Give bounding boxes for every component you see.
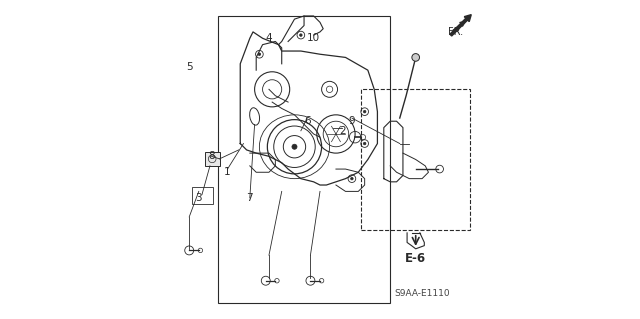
Circle shape bbox=[364, 110, 366, 113]
Text: 3: 3 bbox=[195, 193, 202, 203]
Circle shape bbox=[292, 144, 297, 149]
Circle shape bbox=[351, 177, 353, 180]
Text: 1: 1 bbox=[224, 167, 231, 177]
Text: 2: 2 bbox=[339, 126, 346, 136]
Bar bbox=[193, 187, 213, 204]
Circle shape bbox=[300, 34, 302, 36]
Text: FR.: FR. bbox=[448, 27, 463, 37]
Text: 8: 8 bbox=[208, 151, 215, 161]
Text: 9: 9 bbox=[349, 116, 355, 126]
Text: 10: 10 bbox=[307, 33, 320, 43]
Text: S9AA-E1110: S9AA-E1110 bbox=[394, 289, 450, 298]
Bar bbox=[218, 16, 390, 303]
Circle shape bbox=[258, 53, 260, 56]
Circle shape bbox=[364, 142, 366, 145]
Text: 6: 6 bbox=[304, 116, 310, 126]
Text: E-6: E-6 bbox=[405, 252, 426, 265]
Bar bbox=[205, 152, 220, 166]
Text: 4: 4 bbox=[266, 33, 272, 43]
Bar bbox=[362, 89, 470, 230]
Text: 5: 5 bbox=[186, 62, 193, 72]
FancyArrow shape bbox=[450, 15, 471, 36]
Text: 7: 7 bbox=[246, 193, 253, 203]
Circle shape bbox=[412, 54, 420, 61]
